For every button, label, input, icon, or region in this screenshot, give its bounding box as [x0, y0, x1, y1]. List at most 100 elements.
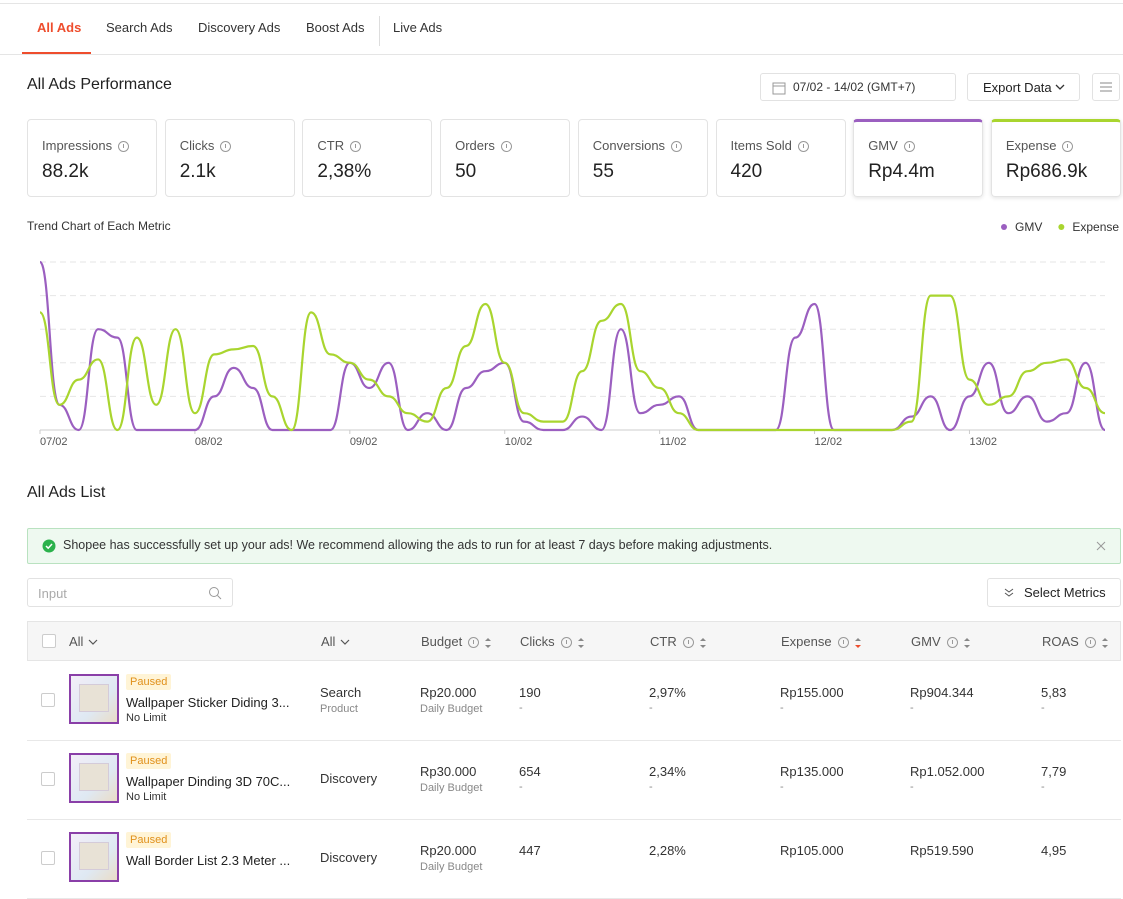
status-badge: Paused	[126, 753, 172, 769]
chevron-line	[89, 639, 98, 645]
help-icon	[682, 637, 694, 649]
export-button[interactable]: Export Data	[967, 73, 1080, 101]
ad-thumbnail	[69, 832, 119, 882]
budget-type: Daily Budget	[420, 782, 483, 794]
series-line	[38, 294, 1106, 432]
notice: Shopee has successfully set up your ads!…	[27, 528, 1121, 564]
cell-clicks: 654	[519, 764, 541, 779]
column-header[interactable]: Budget	[421, 634, 492, 649]
ad-limit: No Limit	[126, 712, 167, 724]
metric-value: 2,38%	[317, 161, 372, 182]
metric-card[interactable]: CTR 2,38%	[302, 119, 433, 197]
cell-clicks: 447	[519, 843, 541, 858]
cell-gmv: Rp519.590	[910, 843, 974, 858]
notice-text: Shopee has successfully set up your ads!…	[63, 538, 773, 552]
thumbnail-inner	[79, 763, 109, 791]
select-all-checkbox[interactable]	[42, 634, 56, 648]
metric-label: Clicks	[180, 138, 232, 153]
search-input[interactable]: Input	[27, 578, 233, 607]
chevron	[89, 639, 98, 645]
budget-type: Daily Budget	[420, 861, 483, 873]
help-icon	[797, 141, 809, 153]
metric-card[interactable]: Expense Rp686.9k	[990, 119, 1121, 197]
help-icon	[560, 637, 572, 649]
row-checkbox[interactable]	[41, 772, 55, 786]
cell-change: -	[1041, 781, 1045, 793]
column-header[interactable]: Expense	[781, 634, 861, 649]
tab[interactable]: All Ads	[37, 20, 82, 35]
metric-card[interactable]: Impressions 88.2k	[27, 119, 157, 197]
row-checkbox[interactable]	[41, 693, 55, 707]
column-header[interactable]: Clicks	[520, 634, 584, 649]
ad-thumbnail	[69, 753, 119, 803]
date-picker[interactable]: 07/02 - 14/02 (GMT+7)	[760, 73, 956, 101]
tab[interactable]: Boost Ads	[306, 20, 365, 35]
x-tick-label: 13/02	[969, 436, 997, 448]
tab-divider	[0, 54, 1123, 55]
ad-type: Discovery	[320, 771, 378, 786]
sort-icon	[485, 637, 492, 648]
column-header[interactable]: All	[69, 634, 98, 649]
ad-limit: No Limit	[126, 791, 167, 803]
header-text: GMV	[911, 634, 941, 649]
metric-name: Conversions	[592, 138, 666, 153]
trend-chart: 07/02 08/02 09/02 10/02 11/02 12/02 13/02 GMV Ex…	[38, 220, 1119, 448]
metric-name: CTR	[317, 138, 345, 153]
metric-card[interactable]: Orders 50	[440, 119, 571, 197]
cell-expense: Rp105.000	[780, 843, 844, 858]
metric-name: Items Sold	[730, 138, 792, 153]
column-header[interactable]: All	[321, 634, 350, 649]
active-tab-indicator	[22, 52, 91, 54]
tab[interactable]: Search Ads	[106, 20, 173, 35]
calendar-icon	[772, 82, 786, 95]
x-tick-label: 09/02	[350, 436, 378, 448]
tab[interactable]: Live Ads	[393, 20, 443, 35]
metric-label: CTR	[317, 138, 362, 153]
cell-change: -	[780, 702, 784, 714]
cell-change: -	[1041, 702, 1045, 714]
cell-change: -	[910, 702, 914, 714]
metric-card[interactable]: GMV Rp4.4m	[853, 119, 984, 197]
ad-type: Search	[320, 685, 362, 700]
metric-label: Conversions	[592, 138, 683, 153]
metric-card[interactable]: Conversions 55	[577, 119, 708, 197]
cell-expense: Rp135.000	[780, 764, 844, 779]
metric-name: GMV	[868, 138, 898, 153]
x-tick-label: 07/02	[40, 436, 68, 448]
top-border	[0, 3, 1123, 4]
column-header[interactable]: CTR	[650, 634, 706, 649]
chevron	[341, 639, 350, 645]
metric-card[interactable]: Items Sold 420	[715, 119, 846, 197]
select-metrics-button[interactable]: Select Metrics	[987, 578, 1121, 607]
close-icon[interactable]	[1096, 541, 1106, 551]
sort-icon	[963, 637, 970, 648]
help-icon	[671, 141, 683, 153]
column-header[interactable]: ROAS	[1042, 634, 1108, 649]
cell-expense: Rp155.000	[780, 685, 844, 700]
metric-card[interactable]: Clicks 2.1k	[164, 119, 295, 197]
metric-label: Impressions	[42, 138, 130, 153]
metric-name: Orders	[455, 138, 495, 153]
header-text: Expense	[781, 634, 832, 649]
legend-dot	[1001, 224, 1007, 230]
cell-ctr: 2,34%	[649, 764, 686, 779]
cell-change: -	[910, 781, 914, 793]
metric-label: Items Sold	[731, 138, 809, 153]
row-checkbox[interactable]	[41, 851, 55, 865]
search-placeholder: Input	[38, 586, 67, 601]
metric-value: 2.1k	[179, 161, 216, 182]
metric-value: 420	[730, 161, 763, 182]
page: All Ads Search Ads Discovery Ads Boost Ads L…	[0, 3, 1123, 899]
cell-change: -	[519, 702, 523, 714]
metric-value: Rp686.9k	[1005, 161, 1088, 182]
menu-button[interactable]	[1092, 73, 1120, 101]
cell-change: -	[519, 781, 523, 793]
help-icon	[837, 637, 849, 649]
column-header[interactable]: GMV	[911, 634, 970, 649]
tab[interactable]: Discovery Ads	[198, 20, 281, 35]
ad-type: Discovery	[320, 850, 378, 865]
tab-separator	[379, 16, 380, 46]
metric-value: Rp4.4m	[868, 161, 935, 182]
header-text: CTR	[650, 634, 677, 649]
budget-type: Daily Budget	[420, 703, 483, 715]
